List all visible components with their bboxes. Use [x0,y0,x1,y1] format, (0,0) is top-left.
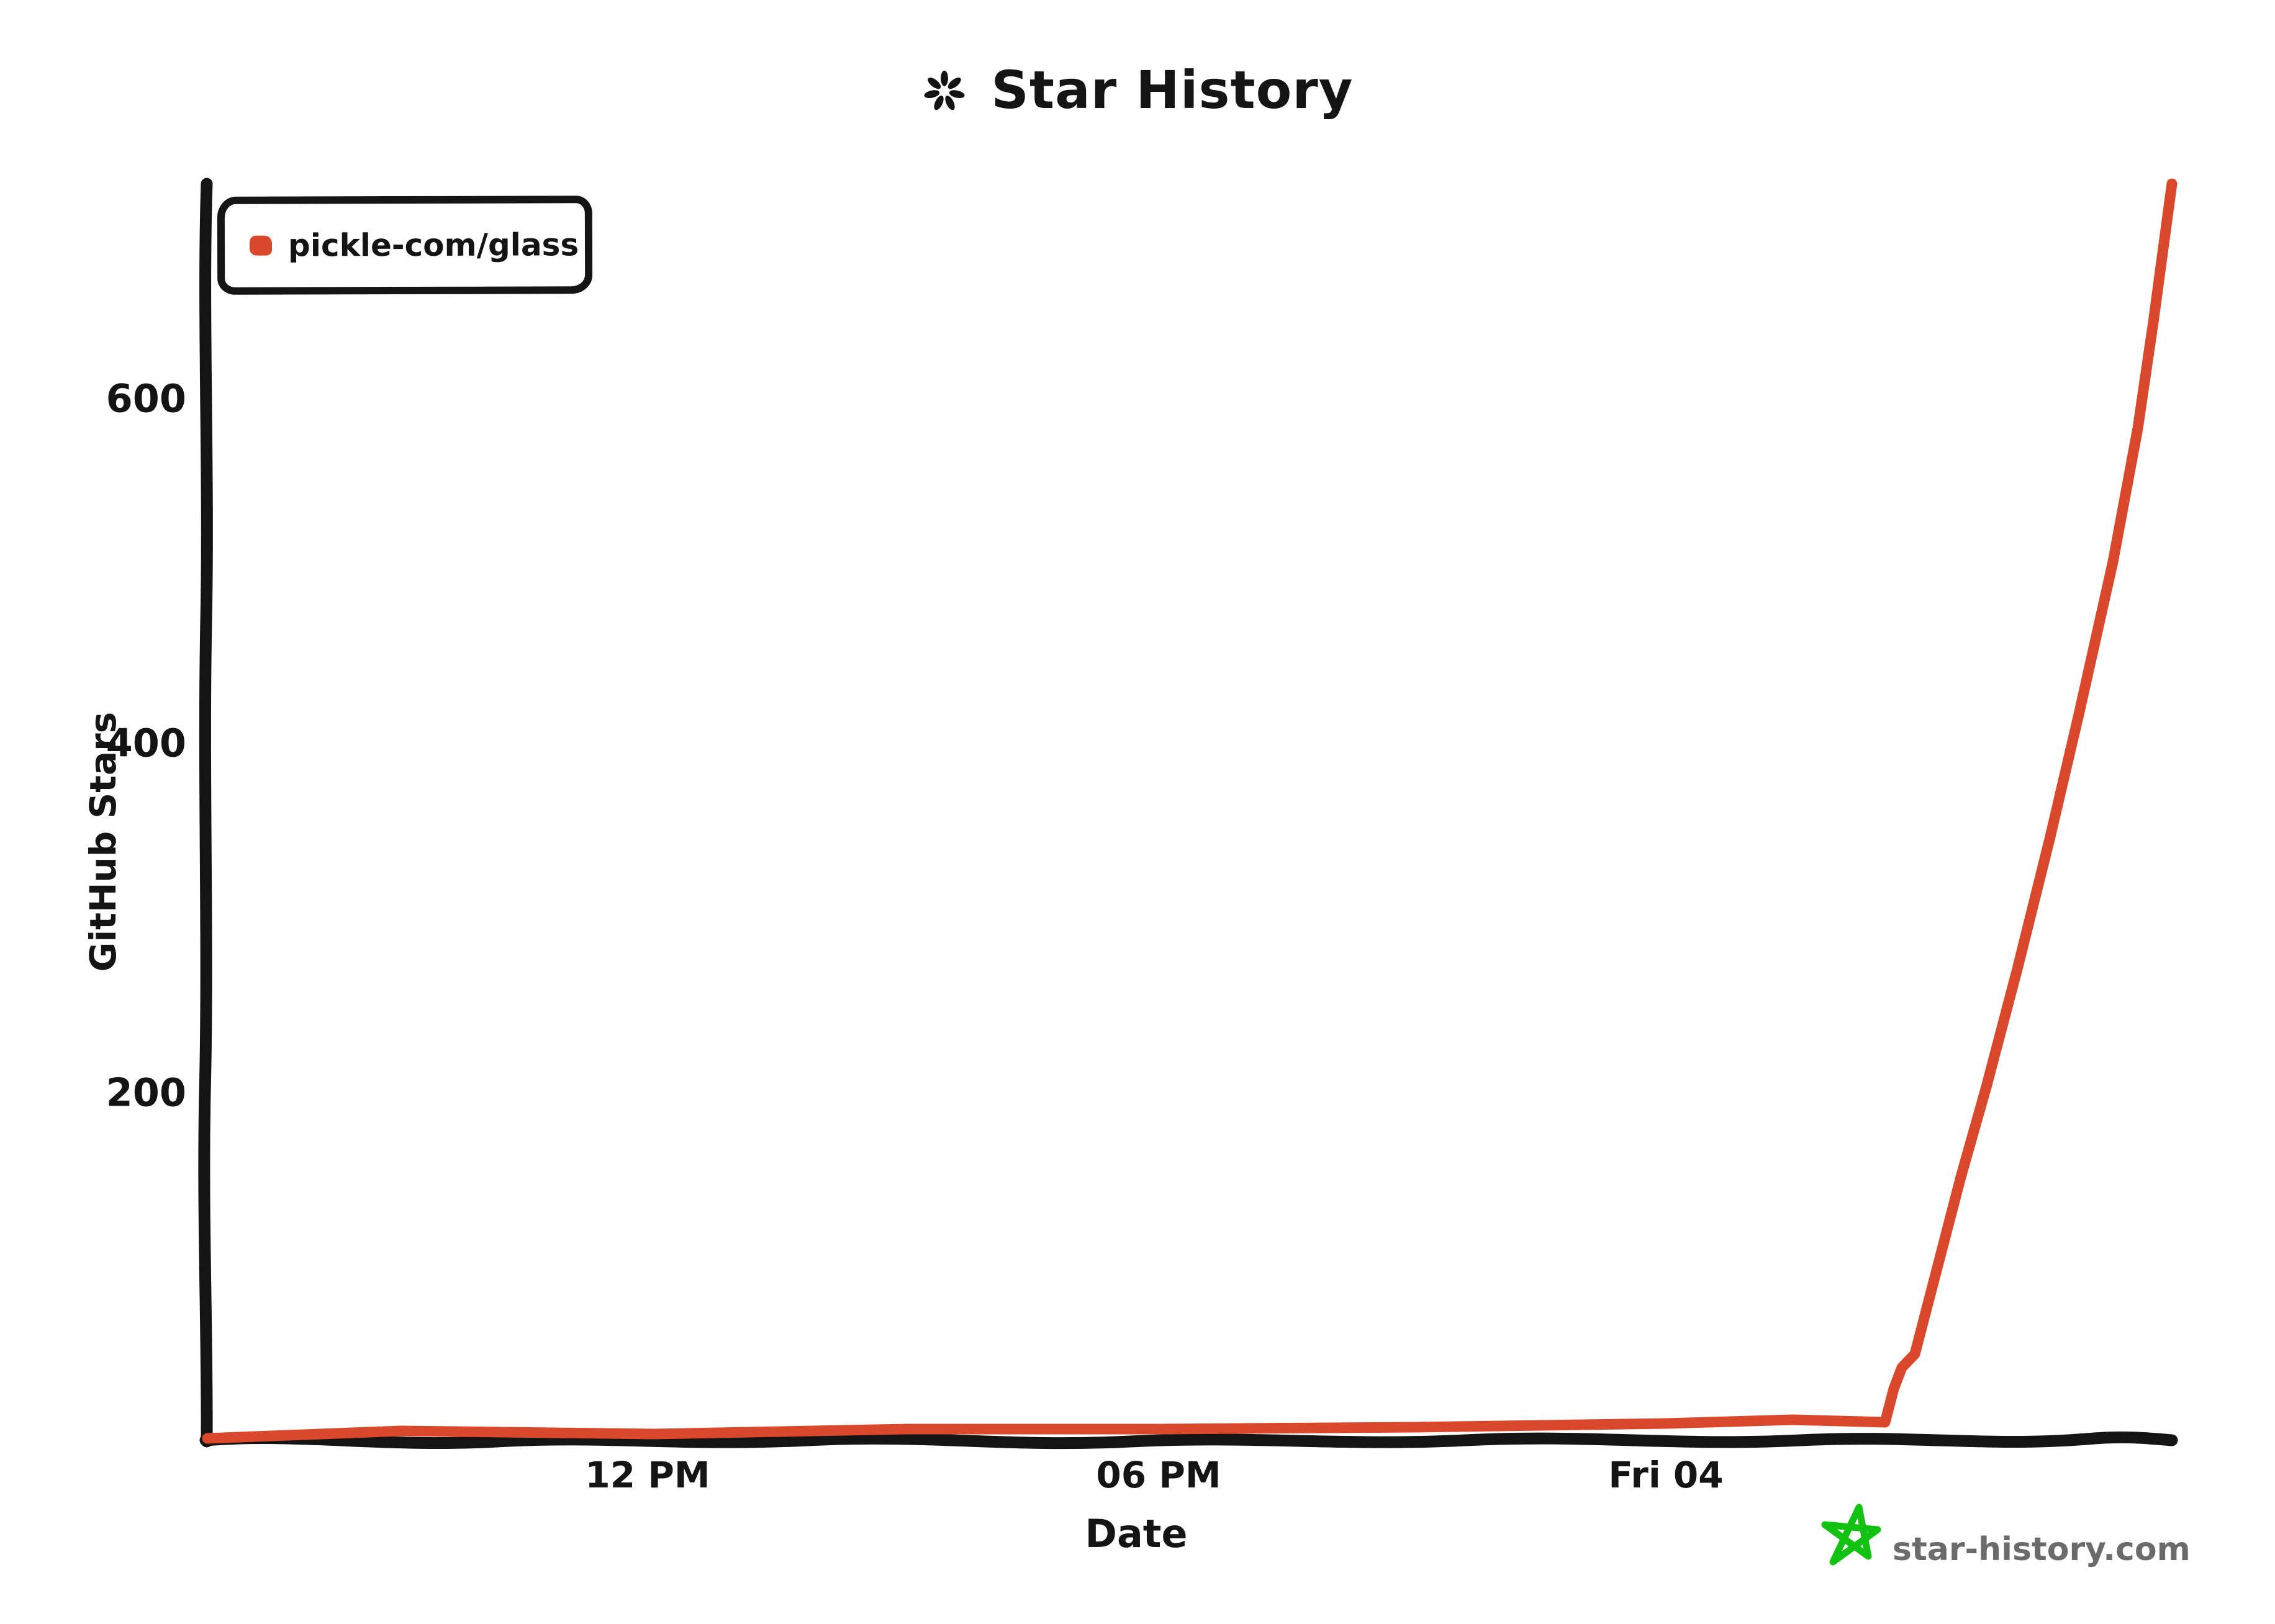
star-history-logo-icon [924,70,965,111]
legend-series-marker [249,235,273,256]
y-tick-600: 600 [106,376,186,422]
x-tick-06pm: 06 PM [1096,1454,1221,1496]
watermark-link[interactable]: star-history.com [1893,1531,2191,1568]
x-axis-title: Date [1085,1511,1188,1556]
y-axis-line [198,178,213,1448]
x-tick-fri04: Fri 04 [1608,1454,1724,1496]
legend-series-label: pickle-com/glass [287,227,579,264]
x-tick-12pm: 12 PM [585,1454,710,1496]
series-line-pickle-com-glass [202,178,2178,1444]
chart-title: Star History [0,60,2275,120]
x-axis-line [199,1431,2178,1450]
y-tick-200: 200 [106,1070,186,1116]
legend: pickle-com/glass [217,196,593,295]
page-title: Star History [991,60,1354,120]
y-tick-400: 400 [106,720,186,766]
watermark-star-icon [1821,1504,1881,1566]
y-axis-title: GitHub Stars [82,711,124,972]
